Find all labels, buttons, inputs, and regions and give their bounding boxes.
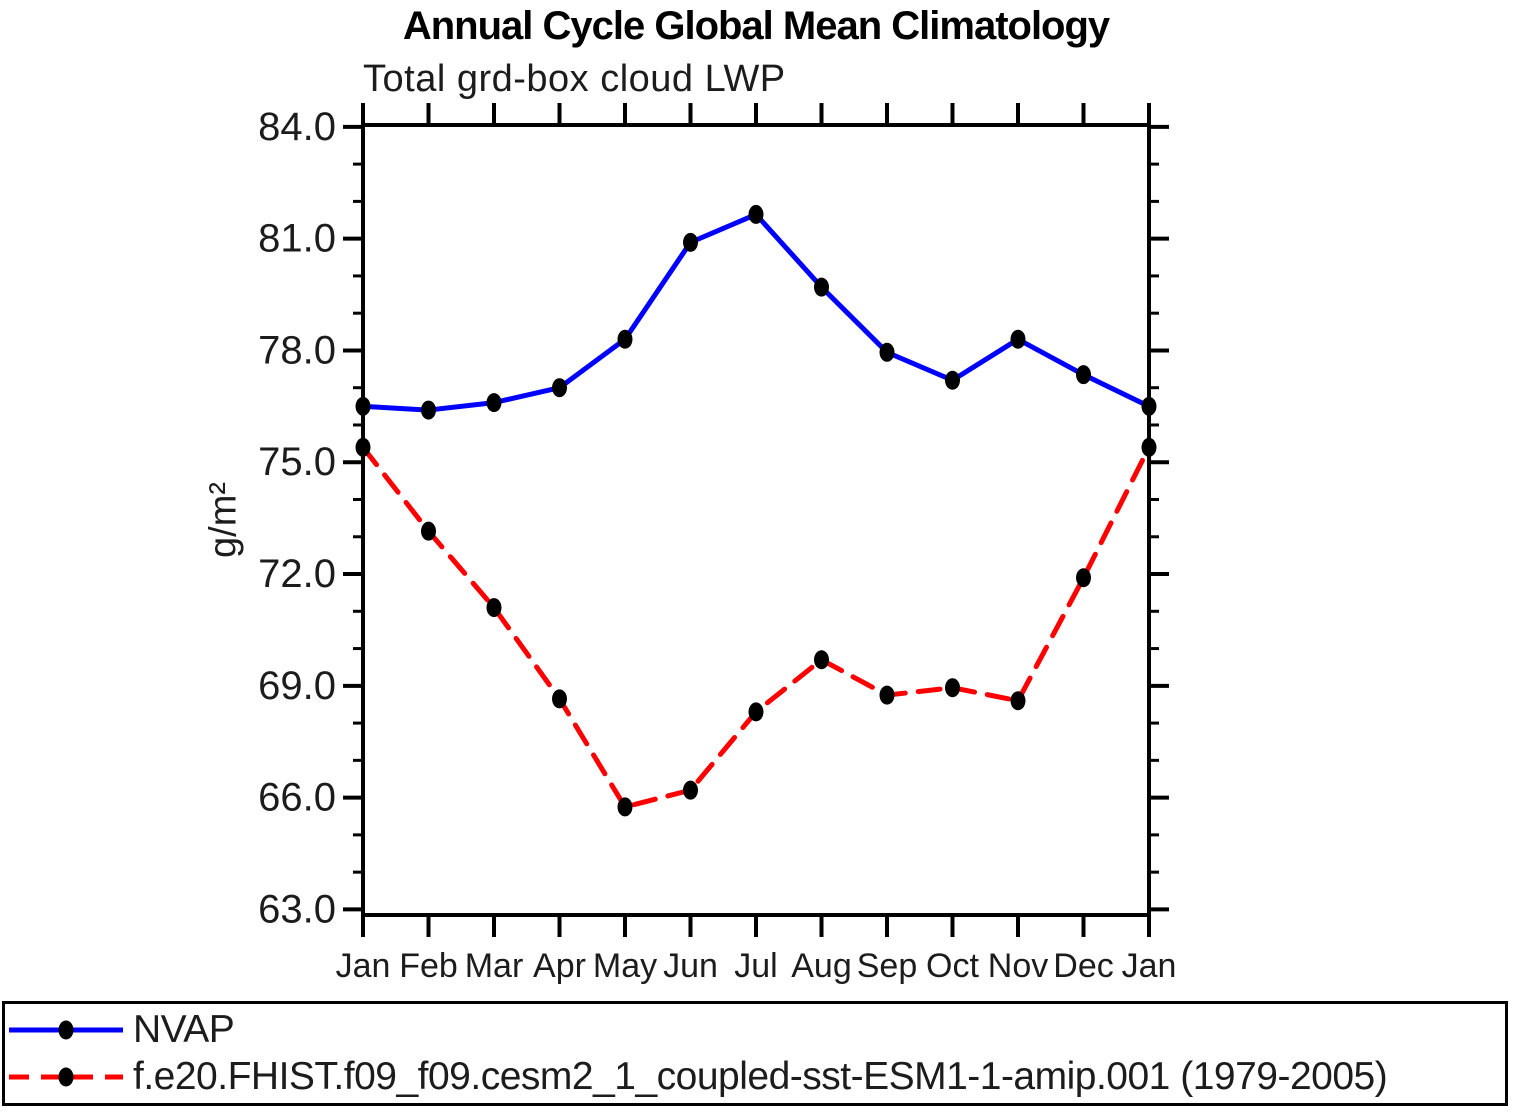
series-marker-1 [486,598,502,618]
y-tick-label: 78.0 [258,328,336,372]
legend: NVAP f.e20.FHIST.f09_f09.cesm2_1_coupled… [2,1001,1508,1106]
series-marker-1 [355,437,371,457]
series-marker-0 [945,370,960,390]
legend-marker-icon [58,1067,74,1087]
series-marker-1 [814,650,829,670]
y-tick-label: 69.0 [258,664,336,708]
legend-item-nvap: NVAP [5,1007,1505,1053]
y-tick-label: 84.0 [258,105,336,149]
series-marker-1 [617,797,633,817]
legend-label-model: f.e20.FHIST.f09_f09.cesm2_1_coupled-sst-… [133,1054,1388,1098]
series-marker-0 [355,396,371,416]
series-marker-1 [1141,437,1157,457]
x-tick-label: May [593,947,657,985]
series-marker-1 [552,689,567,709]
series-marker-0 [1076,365,1091,385]
x-tick-label: Apr [533,947,586,985]
x-tick-label: Nov [988,947,1048,985]
y-tick-label: 75.0 [258,440,336,484]
x-tick-label: Jan [336,947,391,985]
x-tick-label: Oct [926,947,979,985]
series-marker-1 [879,685,895,705]
chart-title: Annual Cycle Global Mean Climatology [402,4,1110,48]
series-marker-1 [683,780,698,800]
legend-marker-icon [58,1020,74,1040]
legend-swatch-dashed-line-icon [9,1067,123,1087]
x-tick-label: Jan [1122,947,1177,985]
series-marker-0 [1010,329,1026,349]
series-marker-1 [945,678,960,698]
y-tick-label: 72.0 [258,552,336,596]
series-marker-0 [748,204,764,224]
series-line-1 [360,444,1152,810]
y-tick-label: 63.0 [258,887,336,931]
y-tick-label: 81.0 [258,217,336,261]
series-marker-0 [879,342,895,362]
series-marker-1 [1076,568,1091,588]
legend-label-nvap: NVAP [133,1008,235,1052]
x-tick-label: Aug [791,947,852,985]
series-marker-0 [814,277,829,297]
plot-frame [361,123,1151,917]
x-tick-label: Feb [399,947,458,985]
series-marker-0 [552,378,567,398]
series-marker-0 [683,232,698,252]
x-tick-label: Sep [857,947,918,985]
series-marker-0 [486,393,502,413]
series-marker-1 [421,521,436,541]
x-tick-label: Mar [465,947,524,985]
x-tick-label: Dec [1053,947,1113,985]
x-tick-label: Jul [734,947,777,985]
legend-swatch-solid-line-icon [9,1020,123,1040]
y-tick-label: 66.0 [258,776,336,820]
series-marker-0 [617,329,633,349]
series-marker-1 [748,702,764,722]
series-marker-0 [1141,396,1157,416]
legend-item-model: f.e20.FHIST.f09_f09.cesm2_1_coupled-sst-… [5,1054,1505,1100]
series-marker-0 [421,400,436,420]
series-line-0 [360,211,1152,413]
x-tick-label: Jun [663,947,718,985]
chart-subtitle: Total grd-box cloud LWP [363,58,786,100]
series-marker-1 [1010,691,1026,711]
